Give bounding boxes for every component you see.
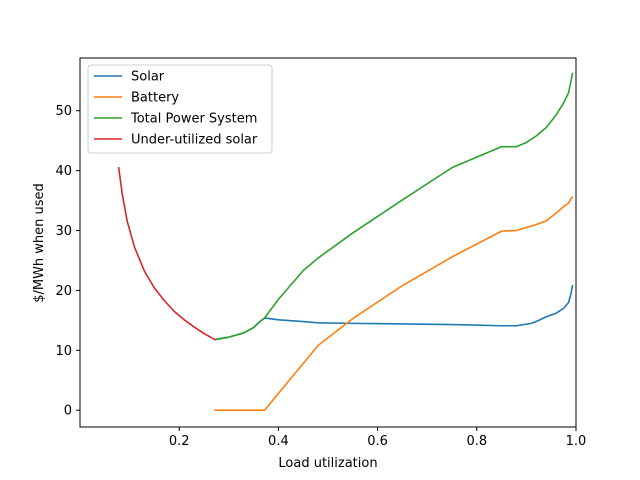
plot-frame xyxy=(79,57,577,428)
series-layer xyxy=(117,72,574,412)
legend-label-under-utilized-solar: Under-utilized solar xyxy=(131,133,258,148)
legend: Solar Battery Total Power System Under-util… xyxy=(87,64,273,154)
x-axis: 0.2 0.4 0.6 0.8 1.0 xyxy=(169,427,586,449)
legend-label-solar: Solar xyxy=(131,70,165,85)
series-line-battery xyxy=(214,196,574,412)
y-tick-label: 0 xyxy=(64,404,72,419)
y-tick-label: 30 xyxy=(55,224,72,239)
x-tick-label: 1.0 xyxy=(566,434,587,449)
x-axis-label: Load utilization xyxy=(278,456,377,471)
legend-label-battery: Battery xyxy=(131,91,179,106)
series-line-total-power-system xyxy=(214,72,574,341)
y-tick-label: 20 xyxy=(55,284,72,299)
y-axis-label: $/MWh when used xyxy=(32,183,47,303)
x-tick-label: 0.6 xyxy=(367,434,388,449)
legend-frame xyxy=(87,64,273,154)
y-tick-label: 50 xyxy=(55,104,72,119)
y-tick-label: 10 xyxy=(55,344,72,359)
legend-label-total-power-system: Total Power System xyxy=(130,112,257,127)
x-tick-label: 0.8 xyxy=(466,434,487,449)
series-line-under-utilized-solar xyxy=(117,166,216,341)
x-tick-label: 0.2 xyxy=(169,434,190,449)
y-tick-label: 40 xyxy=(55,164,72,179)
y-axis: 0 10 20 30 40 50 xyxy=(55,104,80,419)
x-tick-label: 0.4 xyxy=(268,434,289,449)
